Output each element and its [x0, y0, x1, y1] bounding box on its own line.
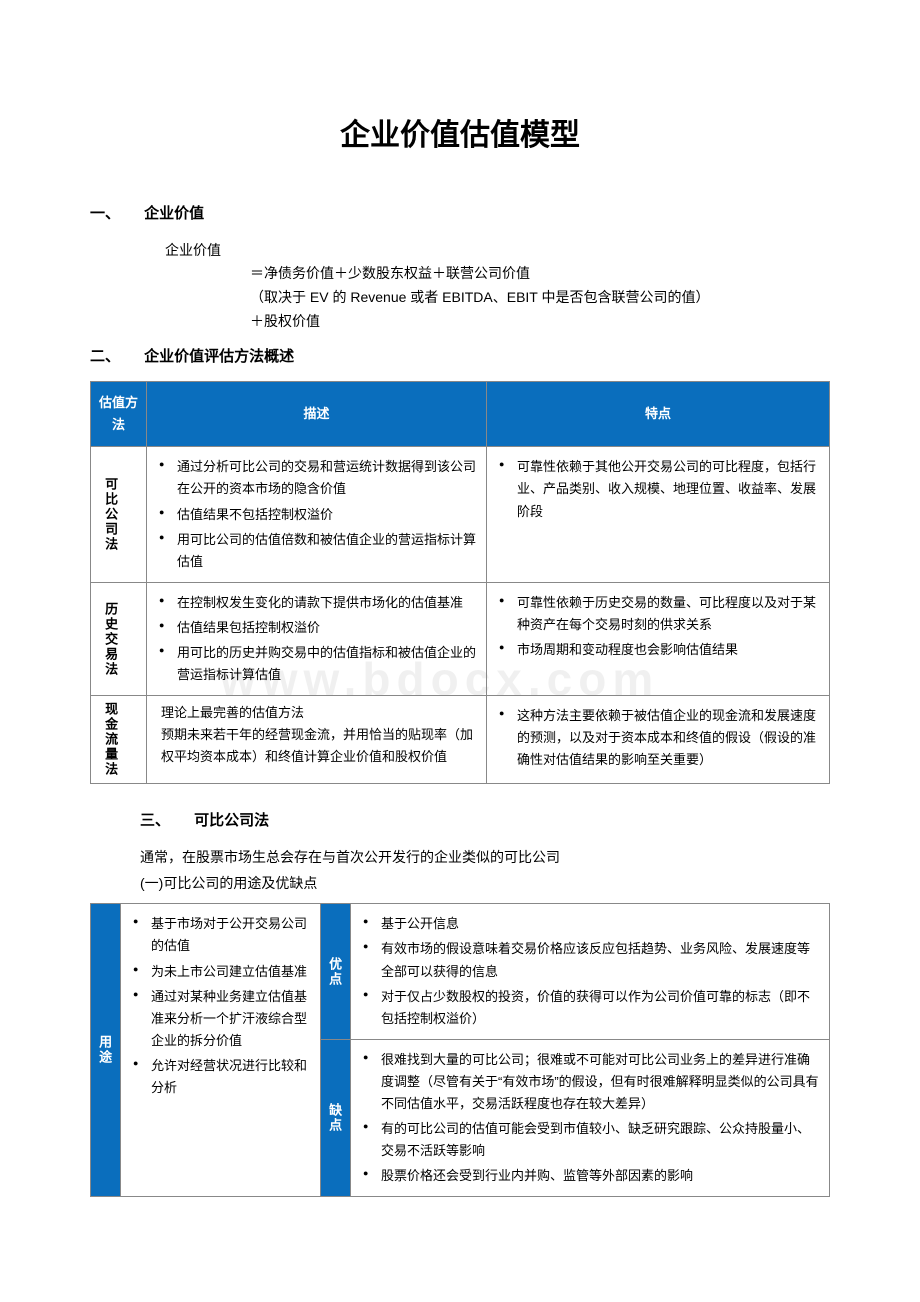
desc-line: 预期未来若干年的经营现金流，并用恰当的贴现率（加权平均资本成本）和终值计算企业价… [155, 724, 478, 768]
list-item: 通过分析可比公司的交易和营运统计数据得到该公司在公开的资本市场的隐含价值 [155, 456, 478, 500]
section-1-heading: 一、 企业价值 [90, 201, 830, 227]
section-3-intro: 通常，在股票市场生总会存在与首次公开发行的企业类似的可比公司 [90, 846, 830, 870]
ev-line3: ＋股权价值 [250, 310, 830, 334]
method-name-cell: 现金流量法 [91, 696, 147, 784]
method-desc-cell: 通过分析可比公司的交易和营运统计数据得到该公司在公开的资本市场的隐含价值估值结果… [147, 447, 487, 582]
list-item: 可靠性依赖于历史交易的数量、可比程度以及对于某种资产在每个交易时刻的供求关系 [495, 592, 821, 636]
ev-line1: ＝净债务价值＋少数股东权益＋联营公司价值 [250, 262, 830, 286]
section-3-heading: 三、 可比公司法 [140, 808, 830, 834]
list-item: 有效市场的假设意味着交易价格应该反应包括趋势、业务风险、发展速度等全部可以获得的… [359, 938, 821, 982]
list-item: 允许对经营状况进行比较和分析 [129, 1055, 312, 1099]
method-feat-cell: 可靠性依赖于其他公开交易公司的可比程度，包括行业、产品类别、收入规模、地理位置、… [487, 447, 830, 582]
method-name-cell: 历史交易法 [91, 582, 147, 695]
page-title: 企业价值估值模型 [90, 110, 830, 161]
method-desc-cell: 在控制权发生变化的请款下提供市场化的估值基准估值结果包括控制权溢价用可比的历史并… [147, 582, 487, 695]
section-2-heading: 二、 企业价值评估方法概述 [90, 344, 830, 370]
list-item: 股票价格还会受到行业内并购、监管等外部因素的影响 [359, 1165, 821, 1187]
list-item: 用可比的历史并购交易中的估值指标和被估值企业的营运指标计算估值 [155, 642, 478, 686]
th-desc: 描述 [147, 382, 487, 447]
desc-line: 理论上最完善的估值方法 [155, 702, 478, 724]
list-item: 在控制权发生变化的请款下提供市场化的估值基准 [155, 592, 478, 614]
list-item: 市场周期和变动程度也会影响估值结果 [495, 639, 821, 661]
method-feat-cell: 这种方法主要依赖于被估值企业的现金流和发展速度的预测，以及对于资本成本和终值的假… [487, 696, 830, 784]
method-name-cell: 可比公司法 [91, 447, 147, 582]
section-1-num: 一、 [90, 201, 140, 227]
section-3-sub: (一)可比公司的用途及优缺点 [90, 872, 830, 896]
list-item: 估值结果包括控制权溢价 [155, 617, 478, 639]
section-3-num: 三、 [140, 808, 190, 834]
list-item: 对于仅占少数股权的投资，价值的获得可以作为公司价值可靠的标志（即不包括控制权溢价… [359, 986, 821, 1030]
ev-line2: （取决于 EV 的 Revenue 或者 EBITDA、EBIT 中是否包含联营… [250, 286, 830, 310]
list-item: 可靠性依赖于其他公开交易公司的可比程度，包括行业、产品类别、收入规模、地理位置、… [495, 456, 821, 522]
uses-cell: 基于市场对于公开交易公司的估值为未上市公司建立估值基准通过对某种业务建立估值基准… [121, 904, 321, 1197]
th-feat: 特点 [487, 382, 830, 447]
adv-cell: 基于公开信息有效市场的假设意味着交易价格应该反应包括趋势、业务风险、发展速度等全… [351, 904, 830, 1039]
method-feat-cell: 可靠性依赖于历史交易的数量、可比程度以及对于某种资产在每个交易时刻的供求关系市场… [487, 582, 830, 695]
list-item: 有的可比公司的估值可能会受到市值较小、缺乏研究跟踪、公众持股量小、交易不活跃等影… [359, 1118, 821, 1162]
list-item: 用可比公司的估值倍数和被估值企业的营运指标计算估值 [155, 529, 478, 573]
row-use-label: 用途 [91, 904, 121, 1197]
list-item: 基于市场对于公开交易公司的估值 [129, 913, 312, 957]
section-2-title: 企业价值评估方法概述 [144, 348, 294, 365]
use-pros-cons-table: 用途 基于市场对于公开交易公司的估值为未上市公司建立估值基准通过对某种业务建立估… [90, 903, 830, 1197]
methods-table: 估值方法 描述 特点 可比公司法通过分析可比公司的交易和营运统计数据得到该公司在… [90, 381, 830, 784]
list-item: 为未上市公司建立估值基准 [129, 961, 312, 983]
ev-label: 企业价值 [90, 239, 830, 263]
section-1-title: 企业价值 [144, 205, 204, 222]
row-adv-label: 优点 [321, 904, 351, 1039]
th-method: 估值方法 [91, 382, 147, 447]
list-item: 基于公开信息 [359, 913, 821, 935]
method-desc-cell: 理论上最完善的估值方法预期未来若干年的经营现金流，并用恰当的贴现率（加权平均资本… [147, 696, 487, 784]
row-dis-label: 缺点 [321, 1039, 351, 1197]
list-item: 估值结果不包括控制权溢价 [155, 504, 478, 526]
list-item: 很难找到大量的可比公司；很难或不可能对可比公司业务上的差异进行准确度调整（尽管有… [359, 1049, 821, 1115]
list-item: 这种方法主要依赖于被估值企业的现金流和发展速度的预测，以及对于资本成本和终值的假… [495, 705, 821, 771]
section-3-title: 可比公司法 [194, 812, 269, 829]
list-item: 通过对某种业务建立估值基准来分析一个扩汗液综合型企业的拆分价值 [129, 986, 312, 1052]
ev-formula: ＝净债务价值＋少数股东权益＋联营公司价值 （取决于 EV 的 Revenue 或… [90, 262, 830, 333]
dis-cell: 很难找到大量的可比公司；很难或不可能对可比公司业务上的差异进行准确度调整（尽管有… [351, 1039, 830, 1197]
section-2-num: 二、 [90, 344, 140, 370]
